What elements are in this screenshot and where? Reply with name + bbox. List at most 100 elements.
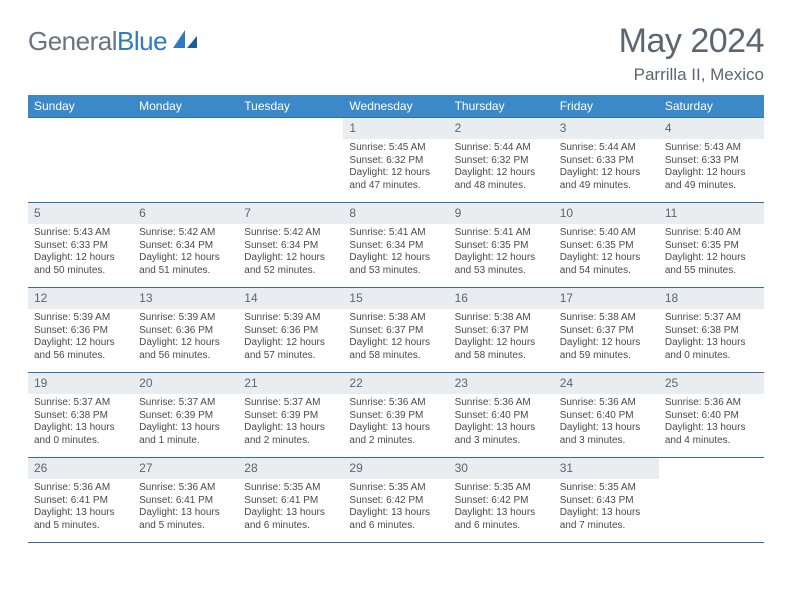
day-sr: Sunrise: 5:36 AM	[455, 397, 548, 410]
day-dl2: and 6 minutes.	[244, 520, 337, 533]
day-ss: Sunset: 6:36 PM	[34, 325, 127, 338]
day-ss: Sunset: 6:40 PM	[560, 410, 653, 423]
day-sr: Sunrise: 5:40 AM	[560, 227, 653, 240]
day-dl2: and 3 minutes.	[455, 435, 548, 448]
day-dl2: and 56 minutes.	[34, 350, 127, 363]
day-number: 4	[659, 118, 764, 139]
calendar-day-cell: 14Sunrise: 5:39 AMSunset: 6:36 PMDayligh…	[238, 288, 343, 373]
day-dl1: Daylight: 12 hours	[560, 252, 653, 265]
calendar-day-cell: 23Sunrise: 5:36 AMSunset: 6:40 PMDayligh…	[449, 373, 554, 458]
day-dl1: Daylight: 12 hours	[34, 252, 127, 265]
day-content: Sunrise: 5:38 AMSunset: 6:37 PMDaylight:…	[449, 309, 554, 372]
calendar-day-cell	[659, 458, 764, 543]
day-content: Sunrise: 5:44 AMSunset: 6:33 PMDaylight:…	[554, 139, 659, 202]
day-sr: Sunrise: 5:45 AM	[349, 142, 442, 155]
day-sr: Sunrise: 5:38 AM	[560, 312, 653, 325]
day-ss: Sunset: 6:38 PM	[34, 410, 127, 423]
calendar-day-cell: 10Sunrise: 5:40 AMSunset: 6:35 PMDayligh…	[554, 203, 659, 288]
calendar-day-cell: 17Sunrise: 5:38 AMSunset: 6:37 PMDayligh…	[554, 288, 659, 373]
day-number: 18	[659, 288, 764, 309]
weekday-header: Monday	[133, 95, 238, 118]
calendar-day-cell: 7Sunrise: 5:42 AMSunset: 6:34 PMDaylight…	[238, 203, 343, 288]
month-title: May 2024	[619, 22, 764, 61]
day-ss: Sunset: 6:39 PM	[139, 410, 232, 423]
day-dl2: and 52 minutes.	[244, 265, 337, 278]
day-number: 29	[343, 458, 448, 479]
day-ss: Sunset: 6:37 PM	[349, 325, 442, 338]
day-ss: Sunset: 6:39 PM	[244, 410, 337, 423]
day-content: Sunrise: 5:41 AMSunset: 6:34 PMDaylight:…	[343, 224, 448, 287]
day-sr: Sunrise: 5:43 AM	[34, 227, 127, 240]
day-ss: Sunset: 6:41 PM	[244, 495, 337, 508]
day-number: 12	[28, 288, 133, 309]
day-sr: Sunrise: 5:38 AM	[349, 312, 442, 325]
day-number: 6	[133, 203, 238, 224]
day-ss: Sunset: 6:41 PM	[34, 495, 127, 508]
day-content	[133, 124, 238, 186]
day-content: Sunrise: 5:37 AMSunset: 6:39 PMDaylight:…	[133, 394, 238, 457]
day-content	[659, 464, 764, 526]
day-number: 15	[343, 288, 448, 309]
weekday-header: Friday	[554, 95, 659, 118]
calendar-day-cell: 28Sunrise: 5:35 AMSunset: 6:41 PMDayligh…	[238, 458, 343, 543]
day-sr: Sunrise: 5:44 AM	[455, 142, 548, 155]
calendar-day-cell: 24Sunrise: 5:36 AMSunset: 6:40 PMDayligh…	[554, 373, 659, 458]
day-dl1: Daylight: 12 hours	[139, 252, 232, 265]
day-ss: Sunset: 6:34 PM	[244, 240, 337, 253]
calendar-table: Sunday Monday Tuesday Wednesday Thursday…	[28, 95, 764, 543]
day-ss: Sunset: 6:35 PM	[665, 240, 758, 253]
day-dl2: and 59 minutes.	[560, 350, 653, 363]
day-content: Sunrise: 5:36 AMSunset: 6:40 PMDaylight:…	[554, 394, 659, 457]
day-dl2: and 1 minute.	[139, 435, 232, 448]
day-dl1: Daylight: 12 hours	[349, 167, 442, 180]
day-number: 2	[449, 118, 554, 139]
calendar-day-cell: 18Sunrise: 5:37 AMSunset: 6:38 PMDayligh…	[659, 288, 764, 373]
title-block: May 2024 Parrilla II, Mexico	[619, 22, 764, 85]
day-sr: Sunrise: 5:37 AM	[34, 397, 127, 410]
day-dl2: and 49 minutes.	[665, 180, 758, 193]
day-sr: Sunrise: 5:39 AM	[139, 312, 232, 325]
calendar-day-cell: 29Sunrise: 5:35 AMSunset: 6:42 PMDayligh…	[343, 458, 448, 543]
day-dl2: and 55 minutes.	[665, 265, 758, 278]
day-number: 25	[659, 373, 764, 394]
day-content: Sunrise: 5:38 AMSunset: 6:37 PMDaylight:…	[554, 309, 659, 372]
day-dl2: and 6 minutes.	[455, 520, 548, 533]
day-number: 9	[449, 203, 554, 224]
day-dl2: and 47 minutes.	[349, 180, 442, 193]
day-number: 5	[28, 203, 133, 224]
day-dl1: Daylight: 13 hours	[665, 337, 758, 350]
day-content: Sunrise: 5:36 AMSunset: 6:40 PMDaylight:…	[659, 394, 764, 457]
day-number: 31	[554, 458, 659, 479]
day-dl1: Daylight: 13 hours	[455, 422, 548, 435]
day-number: 26	[28, 458, 133, 479]
calendar-day-cell: 25Sunrise: 5:36 AMSunset: 6:40 PMDayligh…	[659, 373, 764, 458]
day-number: 7	[238, 203, 343, 224]
day-dl1: Daylight: 13 hours	[455, 507, 548, 520]
day-dl1: Daylight: 12 hours	[349, 337, 442, 350]
calendar-day-cell	[28, 118, 133, 203]
day-dl1: Daylight: 12 hours	[244, 337, 337, 350]
day-dl1: Daylight: 13 hours	[244, 507, 337, 520]
logo-sail-icon	[167, 26, 199, 57]
day-dl1: Daylight: 13 hours	[349, 507, 442, 520]
day-dl2: and 2 minutes.	[349, 435, 442, 448]
day-content: Sunrise: 5:37 AMSunset: 6:39 PMDaylight:…	[238, 394, 343, 457]
weekday-header: Saturday	[659, 95, 764, 118]
day-dl2: and 0 minutes.	[665, 350, 758, 363]
day-sr: Sunrise: 5:36 AM	[34, 482, 127, 495]
header: GeneralBlue May 2024 Parrilla II, Mexico	[28, 22, 764, 85]
day-content: Sunrise: 5:39 AMSunset: 6:36 PMDaylight:…	[133, 309, 238, 372]
day-dl1: Daylight: 12 hours	[665, 167, 758, 180]
weekday-header: Thursday	[449, 95, 554, 118]
day-content: Sunrise: 5:35 AMSunset: 6:42 PMDaylight:…	[449, 479, 554, 542]
calendar-day-cell	[238, 118, 343, 203]
day-content: Sunrise: 5:38 AMSunset: 6:37 PMDaylight:…	[343, 309, 448, 372]
calendar-day-cell: 5Sunrise: 5:43 AMSunset: 6:33 PMDaylight…	[28, 203, 133, 288]
day-sr: Sunrise: 5:37 AM	[665, 312, 758, 325]
calendar-day-cell: 8Sunrise: 5:41 AMSunset: 6:34 PMDaylight…	[343, 203, 448, 288]
day-dl2: and 58 minutes.	[349, 350, 442, 363]
day-dl1: Daylight: 12 hours	[244, 252, 337, 265]
day-dl1: Daylight: 12 hours	[560, 337, 653, 350]
day-ss: Sunset: 6:39 PM	[349, 410, 442, 423]
calendar-day-cell: 6Sunrise: 5:42 AMSunset: 6:34 PMDaylight…	[133, 203, 238, 288]
